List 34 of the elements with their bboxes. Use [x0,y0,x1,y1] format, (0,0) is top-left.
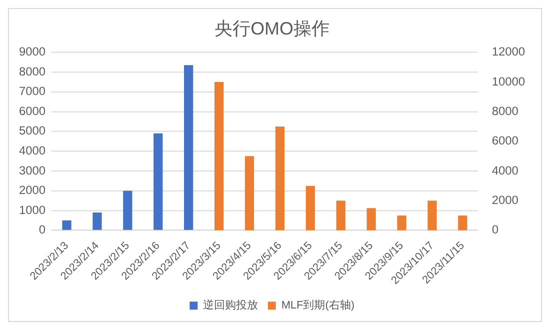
y-tick-label: 7000 [18,84,46,98]
y2-tick-label: 6000 [492,134,519,148]
bar [244,156,254,230]
y-tick-label: 2000 [18,183,46,198]
y2-tick-label: 10000 [492,74,526,88]
bar [62,220,72,230]
bar [214,82,224,230]
bar [154,133,163,230]
bar [275,126,284,230]
bar [458,215,468,230]
bar [92,212,102,230]
bar [306,186,315,230]
y2-tick-label: 2000 [492,192,519,207]
y-tick-label: 1000 [18,202,46,217]
y2-tick-label: 4000 [492,163,519,178]
y-tick-label: 4000 [18,144,46,158]
bar [397,215,406,230]
bar [428,200,437,230]
bar [123,190,132,230]
y-tick-label: 5000 [18,124,46,138]
legend-label: MLF到期(右轴) [281,298,355,312]
y2-tick-label: 8000 [492,104,519,118]
bar [184,65,194,230]
y-tick-label: 0 [38,222,46,237]
chart-title: 央行OMO操作 [214,18,330,39]
bar [366,208,376,230]
bar [336,200,346,230]
y2-tick-label: 12000 [492,44,526,59]
y-tick-label: 6000 [18,104,46,118]
y2-tick-label: 0 [492,222,499,237]
y-tick-label: 9000 [18,44,46,59]
legend-label: 逆回购投放 [203,298,258,312]
y-tick-label: 3000 [18,163,46,178]
y-tick-label: 8000 [18,64,46,78]
